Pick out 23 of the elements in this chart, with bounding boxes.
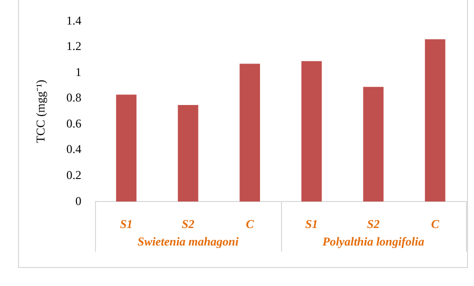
x-tick-label: S2	[367, 216, 380, 231]
y-tick-label: 1	[75, 64, 82, 79]
bar	[301, 61, 322, 202]
text: Polyalthia longifolia	[322, 234, 424, 249]
y-tick-label: 0.8	[66, 90, 82, 105]
y-tick-label: 0.2	[66, 168, 82, 182]
bar	[178, 104, 198, 202]
y-tick-label: 1.4	[66, 13, 82, 28]
y-tick-label: 0.4	[66, 142, 82, 156]
x-tick-label: C	[246, 216, 255, 231]
x-tick-label: S2	[182, 216, 194, 231]
y-tick-label: 0.6	[66, 116, 82, 130]
bar	[424, 39, 446, 202]
bar	[116, 94, 136, 202]
y-axis-title: TCC (mgg⁻¹)	[33, 80, 48, 144]
x-tick-label: S1	[305, 216, 318, 231]
x-tick-label: C	[431, 216, 440, 231]
y-tick-label: 0	[75, 194, 82, 208]
x-tick-label: S1	[120, 216, 133, 231]
bar	[363, 86, 384, 202]
y-tick-label: 1.2	[66, 39, 82, 54]
bar	[240, 64, 260, 202]
text: Swietenia mahagoni	[138, 234, 240, 249]
